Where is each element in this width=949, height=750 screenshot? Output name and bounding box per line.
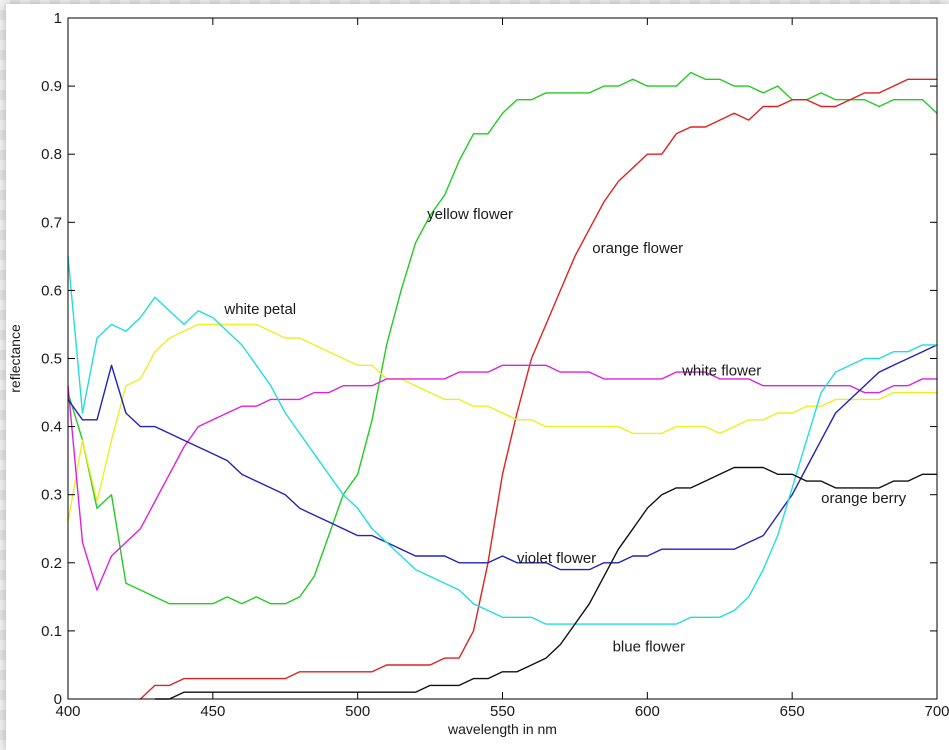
x-tick-label: 550 bbox=[490, 703, 515, 720]
reflectance-chart: 400 450 500 550 600 650 700 0 0.1 0.2 0.3 0.4 0.5 0.6… bbox=[7, 10, 949, 737]
series-annotation: orange berry bbox=[821, 490, 907, 507]
x-axis-title: wavelength in nm bbox=[447, 721, 557, 737]
y-tick-label: 0.6 bbox=[41, 282, 62, 299]
series-annotation: yellow flower bbox=[427, 206, 513, 223]
plot-frame bbox=[67, 17, 938, 700]
y-tick-label: 0.4 bbox=[41, 419, 62, 436]
x-tick-label: 700 bbox=[924, 703, 949, 720]
y-tick-label: 0.9 bbox=[41, 78, 62, 95]
x-tick-label: 400 bbox=[55, 703, 80, 720]
figure-panel: 400 450 500 550 600 650 700 0 0.1 0.2 0.3 0.4 0.5 0.6… bbox=[6, 4, 949, 750]
series-line-yellow-flower bbox=[67, 71, 938, 605]
series-line-white-flower bbox=[67, 364, 937, 591]
series-annotation: white flower bbox=[681, 363, 761, 380]
series-line-violet-flower bbox=[67, 344, 938, 571]
series-annotation: orange flower bbox=[592, 240, 683, 257]
series-annotation: blue flower bbox=[613, 638, 686, 655]
tick-layer: 400 450 500 550 600 650 700 0 0.1 0.2 0.3 0.4 0.5 0.6… bbox=[41, 10, 949, 720]
series-line-blue-flower bbox=[67, 256, 937, 625]
series-line-white-petal bbox=[67, 323, 937, 523]
y-tick-label: 0.7 bbox=[41, 214, 62, 231]
series-annotation: violet flower bbox=[517, 550, 596, 567]
y-tick-label: 0.8 bbox=[41, 146, 62, 163]
y-tick-label: 0.3 bbox=[41, 487, 62, 504]
y-axis-title: reflectance bbox=[7, 324, 23, 393]
y-tick-label: 0 bbox=[54, 691, 62, 708]
x-tick-label: 600 bbox=[635, 703, 660, 720]
y-tick-label: 0.5 bbox=[41, 351, 62, 368]
series-line-orange-berry bbox=[154, 466, 937, 700]
x-tick-label: 650 bbox=[780, 703, 805, 720]
series-annotation: white petal bbox=[223, 301, 296, 318]
y-tick-label: 0.1 bbox=[41, 623, 62, 640]
y-tick-label: 1 bbox=[54, 10, 62, 27]
series-line-orange-flower bbox=[139, 78, 937, 700]
x-tick-label: 450 bbox=[200, 703, 225, 720]
series-layer bbox=[67, 71, 938, 700]
x-tick-label: 500 bbox=[345, 703, 370, 720]
y-tick-label: 0.2 bbox=[41, 555, 62, 572]
annotation-layer: yellow flower orange flower white petal whi… bbox=[223, 206, 906, 655]
